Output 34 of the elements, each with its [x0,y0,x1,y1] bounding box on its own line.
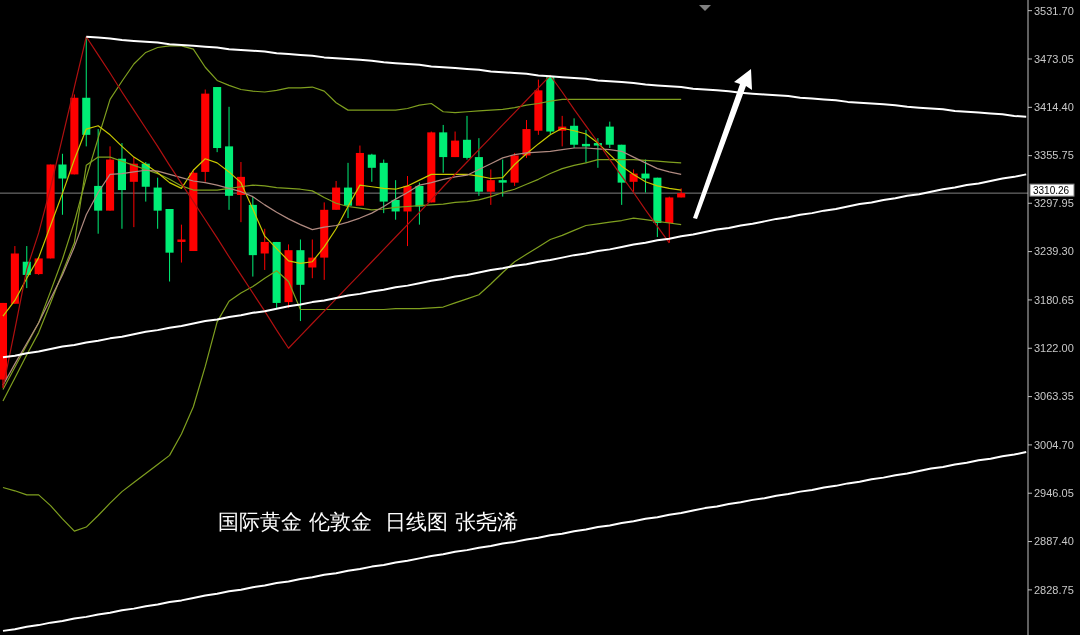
candlestick [462,115,472,161]
candlestick [570,117,579,149]
y-tick-label: 3531.70 [1034,4,1074,17]
ref-line-label: 3310.26 [1033,184,1070,196]
line-series [2,217,682,532]
y-tick-label: 2887.40 [1034,535,1074,548]
y-tick-label: 2828.75 [1034,583,1074,596]
candlestick [641,159,650,194]
y-tick-label: 3004.70 [1034,438,1074,451]
y-tick-label: 3414.40 [1034,101,1074,114]
candlestick [153,177,162,230]
candlestick [58,153,67,216]
candlestick [451,131,460,158]
y-tick-label: 3239.30 [1034,245,1074,258]
y-tick-label: 3473.05 [1034,52,1074,65]
y-tick-label: 3063.35 [1034,390,1074,403]
text: 国际黄金 伦敦金 日线图 张尧浠 [218,510,518,534]
line-series [2,125,682,317]
line-series [85,35,1028,118]
candlestick [498,159,507,198]
candlestick [605,121,614,149]
candlestick [415,182,424,226]
candlestick [332,180,341,211]
candlestick [486,168,495,206]
y-tick-label: 3355.75 [1034,149,1074,162]
y-tick-label: 3122.00 [1034,342,1074,355]
y-tick-label: 3180.65 [1034,293,1074,306]
candlestick [367,153,376,183]
candlestick [177,224,186,264]
line-series [1,173,1028,359]
line-series [1,451,1028,632]
y-tick-label: 2946.05 [1034,487,1074,500]
y-tick-label: 3297.95 [1034,197,1074,210]
candlestick [260,228,269,271]
